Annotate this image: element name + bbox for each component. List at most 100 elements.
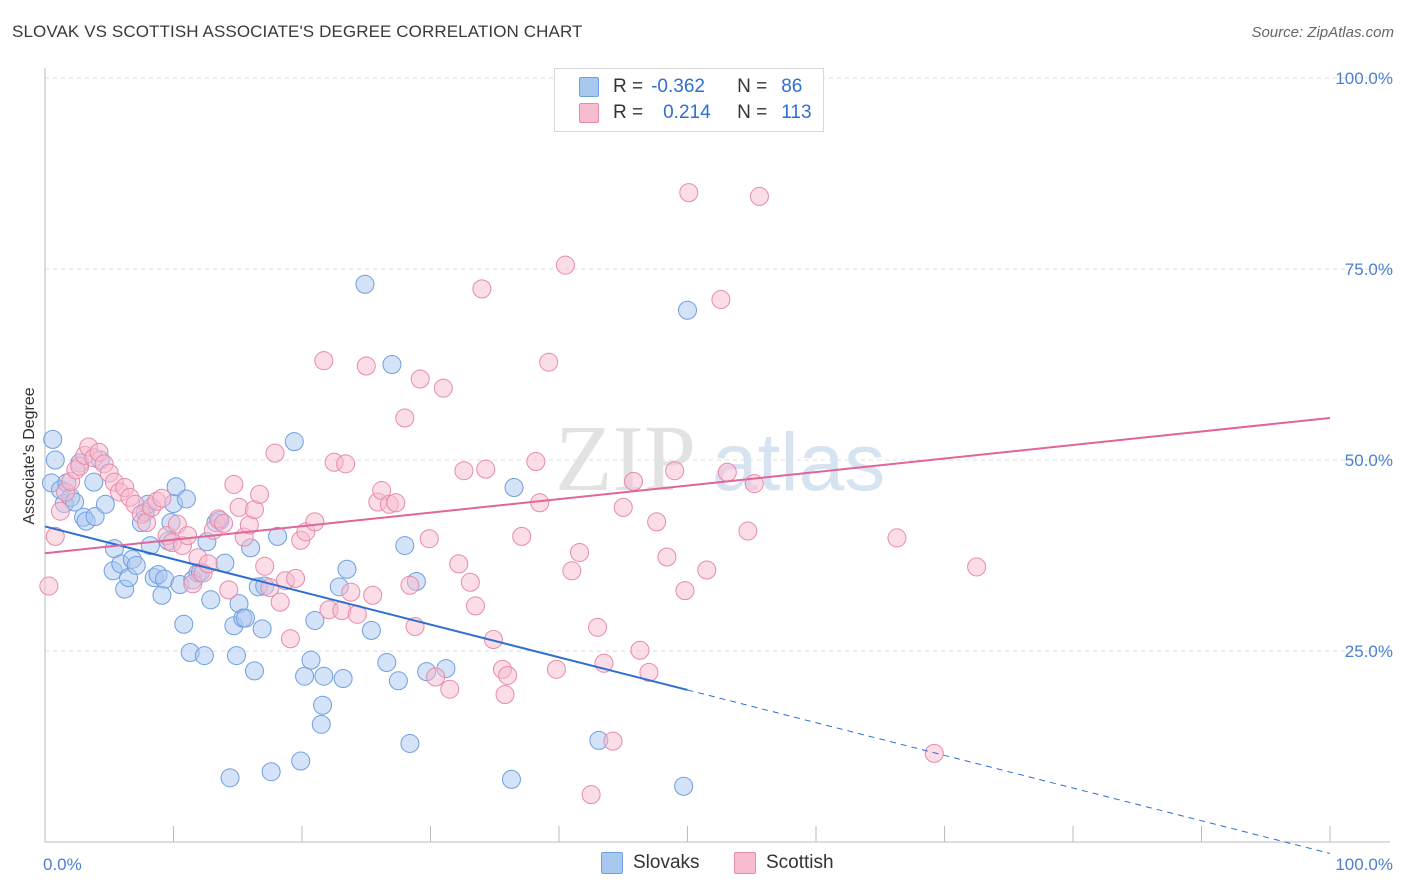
- series-legend: Slovaks Scottish: [0, 852, 1406, 878]
- point-slovaks: [361, 620, 381, 640]
- point-scottish: [630, 640, 650, 660]
- legend-swatch-slovaks: [601, 852, 623, 874]
- legend-label-slovaks: Slovaks: [633, 852, 700, 873]
- point-slovaks: [174, 614, 194, 634]
- legend-swatch-scottish: [579, 103, 599, 123]
- point-scottish: [924, 743, 944, 763]
- point-scottish: [224, 474, 244, 494]
- y-tick-labels: 25.0% 50.0% 75.0% 100.0%: [1335, 69, 1393, 661]
- point-slovaks: [43, 429, 63, 449]
- point-scottish: [386, 493, 406, 513]
- point-slovaks: [377, 652, 397, 672]
- point-slovaks: [388, 671, 408, 691]
- series-slovaks-points: [41, 274, 697, 796]
- point-scottish: [255, 556, 275, 576]
- point-slovaks: [220, 768, 240, 788]
- point-scottish: [426, 667, 446, 687]
- point-scottish: [270, 592, 290, 612]
- point-scottish: [665, 461, 685, 481]
- point-scottish: [45, 526, 65, 546]
- point-slovaks: [194, 646, 214, 666]
- point-slovaks: [501, 769, 521, 789]
- point-scottish: [152, 488, 172, 508]
- legend-swatch-slovaks: [579, 77, 599, 97]
- point-scottish: [419, 529, 439, 549]
- point-scottish: [512, 526, 532, 546]
- point-scottish: [460, 572, 480, 592]
- point-scottish: [305, 512, 325, 532]
- x-tick-label: 100.0%: [1335, 855, 1393, 874]
- point-slovaks: [235, 608, 255, 628]
- y-tick-label: 25.0%: [1345, 642, 1393, 661]
- y-axis-label: Associate's Degree: [21, 387, 38, 524]
- point-scottish: [603, 731, 623, 751]
- point-scottish: [711, 290, 731, 310]
- point-scottish: [449, 554, 469, 574]
- point-slovaks: [314, 666, 334, 686]
- point-scottish: [546, 659, 566, 679]
- legend-r-value: 0.214: [663, 102, 711, 123]
- point-scottish: [539, 352, 559, 372]
- point-slovaks: [504, 478, 524, 498]
- legend-item-slovaks[interactable]: Slovaks: [601, 852, 700, 874]
- point-slovaks: [95, 494, 115, 514]
- point-slovaks: [333, 669, 353, 689]
- point-slovaks: [301, 650, 321, 670]
- legend-row-slovaks: R = -0.362 N = 86: [579, 75, 802, 99]
- point-scottish: [483, 630, 503, 650]
- point-scottish: [336, 454, 356, 474]
- point-slovaks: [674, 776, 694, 796]
- point-slovaks: [678, 300, 697, 320]
- source-label: Source: ZipAtlas.com: [1251, 24, 1394, 41]
- axes: [44, 68, 1390, 843]
- point-scottish: [657, 547, 677, 567]
- point-slovaks: [284, 432, 304, 452]
- point-scottish: [440, 679, 460, 699]
- point-slovaks: [382, 355, 402, 374]
- point-slovaks: [313, 695, 333, 715]
- point-scottish: [526, 452, 546, 472]
- legend-n-label: N =: [737, 102, 768, 123]
- point-slovaks: [337, 559, 357, 579]
- point-scottish: [588, 617, 608, 637]
- point-scottish: [265, 443, 285, 463]
- point-slovaks: [261, 762, 281, 782]
- point-scottish: [50, 501, 70, 521]
- point-scottish: [410, 369, 430, 389]
- point-scottish: [39, 576, 59, 596]
- point-slovaks: [355, 274, 375, 294]
- point-scottish: [570, 542, 590, 562]
- point-scottish: [341, 582, 361, 602]
- point-scottish: [219, 580, 239, 600]
- trend-lines: [44, 416, 1331, 854]
- watermark-zip: ZIP: [555, 407, 696, 511]
- point-scottish: [581, 785, 601, 805]
- point-scottish: [476, 459, 496, 479]
- point-scottish: [967, 557, 987, 577]
- watermark: ZIP atlas: [555, 407, 885, 511]
- stats-legend: R = -0.362 N = 86 R = 0.214 N = 113: [554, 68, 824, 132]
- point-scottish: [314, 351, 334, 371]
- y-tick-label: 75.0%: [1345, 260, 1393, 279]
- point-scottish: [250, 484, 270, 504]
- point-slovaks: [295, 666, 315, 686]
- point-scottish: [738, 521, 758, 541]
- legend-item-scottish[interactable]: Scottish: [734, 852, 834, 874]
- point-scottish: [356, 356, 376, 376]
- point-scottish: [613, 497, 633, 517]
- point-scottish: [639, 662, 659, 682]
- point-slovaks: [176, 489, 196, 509]
- legend-n-label: N =: [737, 76, 768, 97]
- legend-r-value: -0.362: [651, 76, 705, 97]
- point-scottish: [395, 408, 415, 428]
- point-slovaks: [85, 507, 105, 527]
- chart-title: SLOVAK VS SCOTTISH ASSOCIATE'S DEGREE CO…: [12, 22, 583, 41]
- legend-label-scottish: Scottish: [766, 852, 834, 873]
- legend-r-label: R =: [613, 76, 644, 97]
- point-slovaks: [226, 646, 246, 666]
- point-scottish: [214, 513, 234, 533]
- point-scottish: [624, 471, 644, 491]
- point-scottish: [400, 575, 420, 595]
- point-scottish: [433, 378, 453, 398]
